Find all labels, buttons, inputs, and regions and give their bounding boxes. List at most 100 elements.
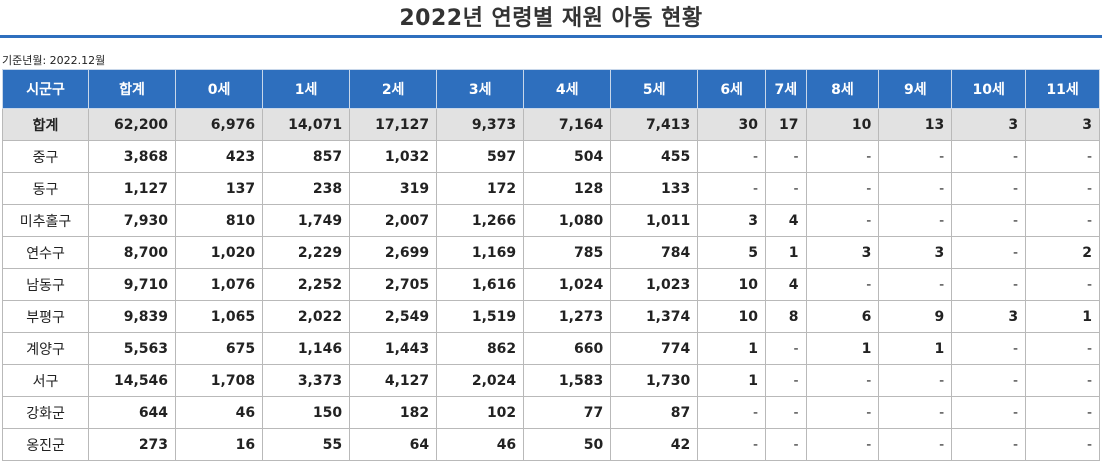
count-cell: 6,976 [175,108,264,141]
count-cell: - [1025,428,1100,461]
count-cell: 5,563 [88,332,177,365]
count-cell: 3 [951,300,1027,333]
count-cell: 62,200 [88,108,177,141]
count-cell: 150 [262,396,351,429]
count-cell: 810 [175,204,264,237]
count-cell: - [878,140,953,173]
count-cell: 504 [523,140,612,173]
column-header: 9세 [878,69,953,109]
count-cell: 2,252 [262,268,351,301]
count-cell: 1,519 [436,300,525,333]
count-cell: 7,164 [523,108,612,141]
count-cell: 1,374 [610,300,699,333]
count-cell: - [765,428,807,461]
count-cell: - [1025,396,1100,429]
count-cell: 16 [175,428,264,461]
count-cell: 6 [805,300,880,333]
count-cell: 1 [697,332,767,365]
district-name-cell: 옹진군 [1,428,90,461]
count-cell: - [805,268,880,301]
table-row: 동구 1,127 137 238 319 172 128 133- - - - - - [1,172,1100,205]
count-cell: 2,022 [262,300,351,333]
count-cell: 7,413 [610,108,699,141]
count-cell: - [878,396,953,429]
count-cell: - [765,172,807,205]
count-cell: 9,710 [88,268,177,301]
count-cell: 1,076 [175,268,264,301]
total-row: 합계 62,200 6,976 14,071 17,127 9,373 7,164 7,413… [1,108,1100,141]
count-cell: 2,229 [262,236,351,269]
column-header: 11세 [1025,69,1100,109]
count-cell: - [765,140,807,173]
table-row: 중구 3,868 423 857 1,032 597 504 455- - - - - - [1,140,1100,173]
column-header: 7세 [765,69,807,109]
count-cell: - [878,172,953,205]
count-cell: - [951,332,1027,365]
count-cell: 8,700 [88,236,177,269]
district-name-cell: 합계 [1,108,90,141]
count-cell: 644 [88,396,177,429]
column-header: 8세 [805,69,880,109]
count-cell: 319 [349,172,438,205]
count-cell: 182 [349,396,438,429]
count-cell: 46 [175,396,264,429]
count-cell: 862 [436,332,525,365]
title-underline [0,35,1102,38]
count-cell: 1,024 [523,268,612,301]
count-cell: 137 [175,172,264,205]
count-cell: - [805,172,880,205]
count-cell: 10 [697,300,767,333]
count-cell: 597 [436,140,525,173]
count-cell: 172 [436,172,525,205]
count-cell: 3 [1025,108,1100,141]
age-enrollment-table: 시군구 합계 0세 1세 2세 3세 4세 5세 6세 7세 8세 9세 10세 11세 합계 62,200… [1,69,1100,461]
count-cell: 133 [610,172,699,205]
count-cell: 1 [805,332,880,365]
count-cell: 3 [878,236,953,269]
count-cell: - [765,396,807,429]
count-cell: - [697,140,767,173]
table-row: 서구 14,546 1,708 3,373 4,127 2,024 1,583 1,730 1-… [1,364,1100,397]
count-cell: 17 [765,108,807,141]
count-cell: 1,583 [523,364,612,397]
count-cell: - [878,204,953,237]
district-name-cell: 강화군 [1,396,90,429]
column-header: 6세 [697,69,767,109]
count-cell: 857 [262,140,351,173]
count-cell: - [951,204,1027,237]
count-cell: 1,020 [175,236,264,269]
count-cell: 1,443 [349,332,438,365]
count-cell: 50 [523,428,612,461]
column-header: 2세 [349,69,438,109]
count-cell: 10 [805,108,880,141]
count-cell: - [765,332,807,365]
table-row: 옹진군 273 16 55 64 46 50 42- - - - - - [1,428,1100,461]
count-cell: 1,708 [175,364,264,397]
count-cell: - [878,268,953,301]
count-cell: 128 [523,172,612,205]
count-cell: 660 [523,332,612,365]
count-cell: 9,373 [436,108,525,141]
count-cell: 1 [1025,300,1100,333]
count-cell: 1,080 [523,204,612,237]
count-cell: 1,169 [436,236,525,269]
count-cell: 1 [765,236,807,269]
count-cell: 4 [765,268,807,301]
count-cell: 675 [175,332,264,365]
page-title: 2022년 연령별 재원 아동 현황 [399,6,703,31]
count-cell: - [951,364,1027,397]
count-cell: 17,127 [349,108,438,141]
count-cell: 46 [436,428,525,461]
table-row: 연수구 8,700 1,020 2,229 2,699 1,169 785 784 5 1 3 3-2 [1,236,1100,269]
count-cell: 1 [878,332,953,365]
count-cell: 2,705 [349,268,438,301]
count-cell: 3,868 [88,140,177,173]
count-cell: 87 [610,396,699,429]
district-name-cell: 미추홀구 [1,204,90,237]
count-cell: 1 [697,364,767,397]
district-name-cell: 동구 [1,172,90,205]
count-cell: - [697,172,767,205]
table-row: 강화군 644 46 150 182 102 77 87- - - - - - [1,396,1100,429]
header-row: 시군구 합계 0세 1세 2세 3세 4세 5세 6세 7세 8세 9세 10세 11세 [1,69,1100,109]
district-name-cell: 부평구 [1,300,90,333]
